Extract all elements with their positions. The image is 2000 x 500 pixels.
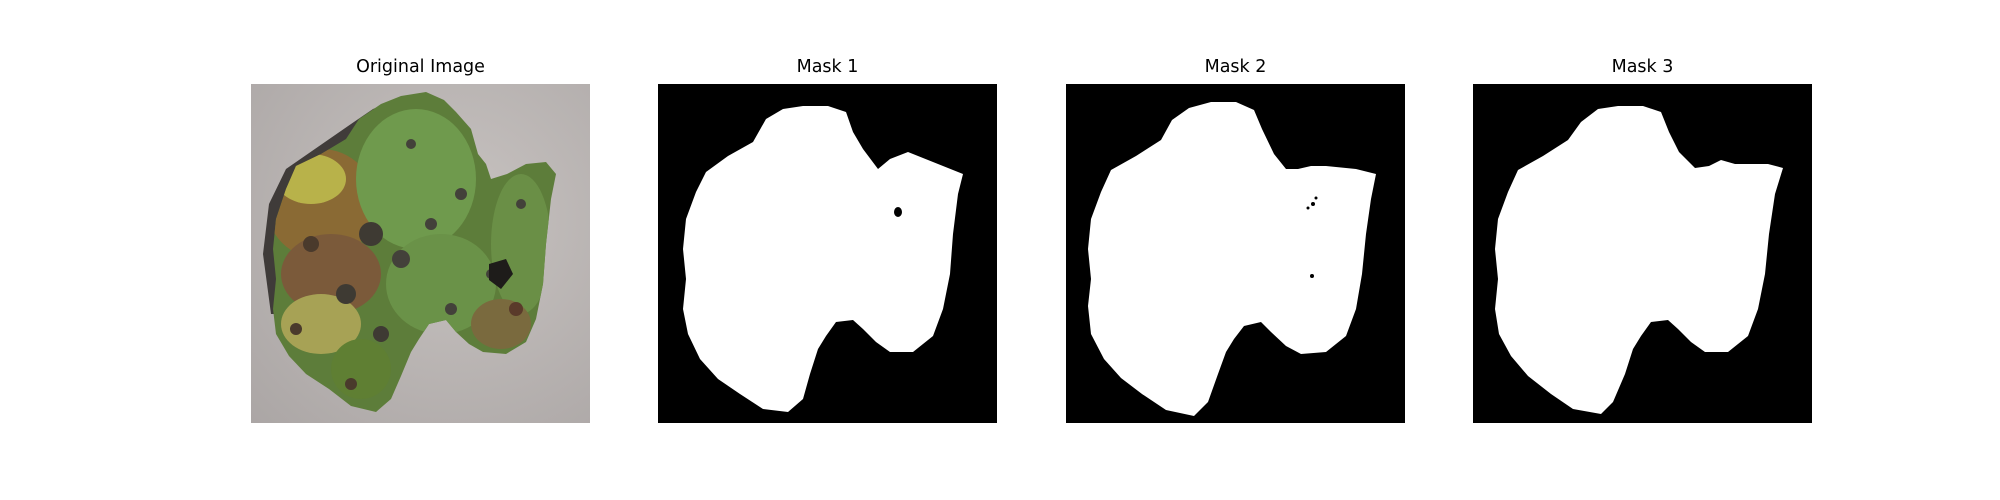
panel-mask-1: Mask 1 (658, 0, 997, 500)
mask-image (658, 84, 997, 423)
panel-title: Mask 2 (1066, 57, 1405, 77)
panel-title: Mask 1 (658, 57, 997, 77)
panel-mask-2: Mask 2 (1066, 0, 1405, 500)
panel-mask-3: Mask 3 (1473, 0, 1812, 500)
panel-title: Original Image (251, 57, 590, 77)
mask-image (1066, 84, 1405, 423)
panel-original-image: Original Image (251, 0, 590, 500)
panel-title: Mask 3 (1473, 57, 1812, 77)
leaf-photo (251, 84, 590, 423)
mask-image (1473, 84, 1812, 423)
